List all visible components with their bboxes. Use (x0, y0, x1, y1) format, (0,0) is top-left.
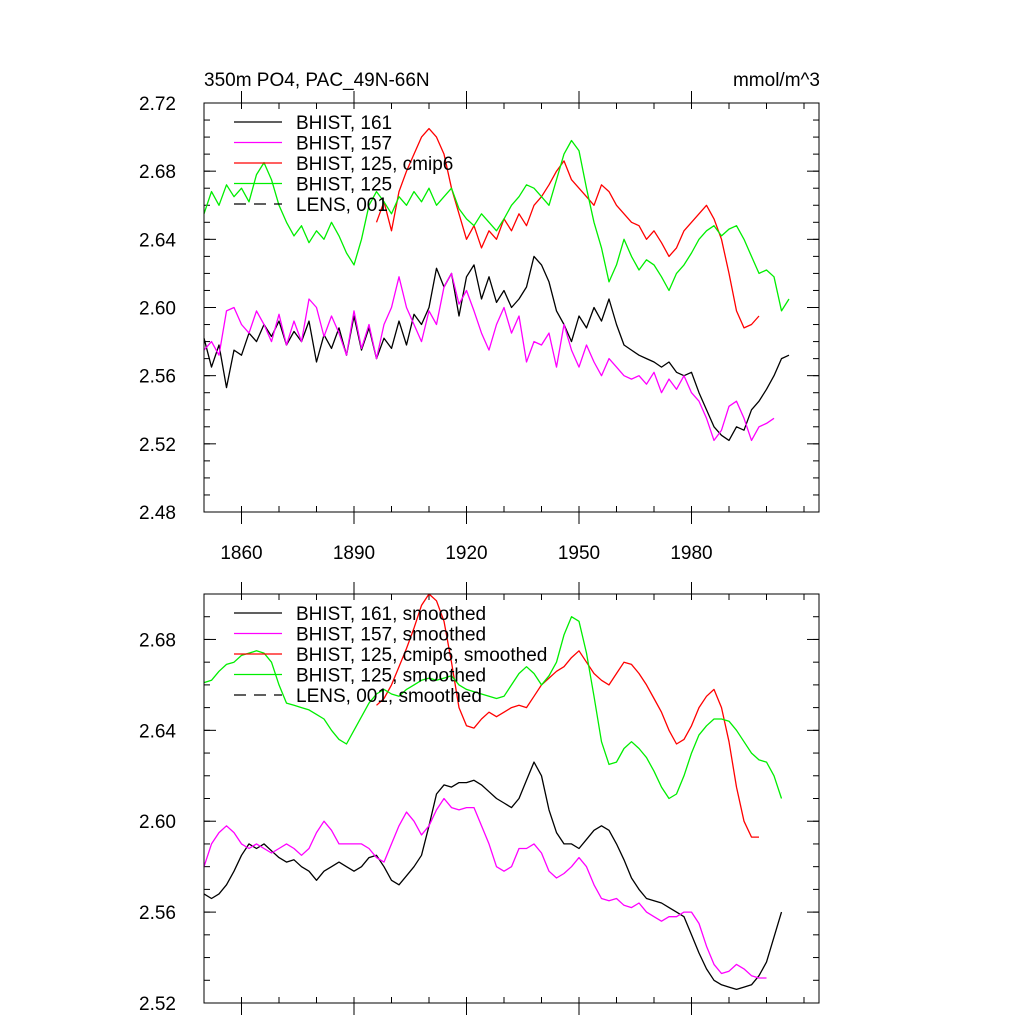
bottom-plot-frame (203, 593, 820, 1004)
top-x-tick-label: 1980 (670, 543, 712, 564)
top-x-tick-label: 1950 (558, 543, 600, 564)
top-series-line-2 (375, 127, 760, 329)
top-series-line-1 (203, 272, 775, 442)
top-series-line-0 (203, 255, 790, 442)
bottom-series-line-0 (203, 761, 783, 991)
top-x-tick-label: 1890 (333, 543, 375, 564)
top-y-tick-label: 2.56 (139, 367, 176, 388)
top-y-tick-label: 2.68 (139, 162, 176, 183)
bottom-y-tick-label: 2.64 (139, 721, 176, 742)
top-y-tick-label: 2.64 (139, 230, 176, 251)
bottom-series-line-3 (203, 616, 783, 800)
top-chart-units: mmol/m^3 (733, 70, 820, 91)
top-legend-label-3: BHIST, 125 (296, 175, 392, 196)
bottom-panel: 2.52 2.56 2.60 2.64 2.68 BHIST, 161, smoothe… (139, 582, 820, 1015)
bottom-y-tick-label: 2.52 (139, 994, 176, 1015)
bottom-legend-label-3: BHIST, 125, smoothed (296, 666, 486, 687)
top-legend-label-0: BHIST, 161 (296, 113, 392, 134)
top-chart-title: 350m PO4, PAC_49N-66N (204, 70, 430, 91)
bottom-series-line-2 (376, 593, 759, 838)
bottom-legend-label-0: BHIST, 161, smoothed (296, 604, 486, 625)
bottom-y-tick-label: 2.68 (139, 630, 176, 651)
top-x-tick-label: 1860 (220, 543, 262, 564)
top-panel: 350m PO4, PAC_49N-66N mmol/m^3 2.48 2.52 2… (139, 70, 820, 564)
top-y-tick-label: 2.72 (139, 94, 176, 115)
top-legend-label-2: BHIST, 125, cmip6 (296, 154, 453, 175)
top-series-line-3 (203, 139, 790, 312)
top-y-tick-label: 2.48 (139, 503, 176, 524)
top-legend-label-1: BHIST, 157 (296, 134, 392, 155)
bottom-legend-label-1: BHIST, 157, smoothed (296, 625, 486, 646)
top-y-tick-label: 2.52 (139, 435, 176, 456)
bottom-y-tick-label: 2.60 (139, 812, 176, 833)
top-plot-frame (203, 102, 820, 513)
bottom-series-line-1 (203, 797, 767, 979)
bottom-legend-label-4: LENS, 001, smoothed (296, 686, 482, 707)
bottom-y-tick-label: 2.56 (139, 903, 176, 924)
top-y-tick-label: 2.60 (139, 299, 176, 320)
top-legend-label-4: LENS, 001 (296, 195, 388, 216)
bottom-legend-label-2: BHIST, 125, cmip6, smoothed (296, 645, 547, 666)
top-x-tick-label: 1920 (445, 543, 487, 564)
